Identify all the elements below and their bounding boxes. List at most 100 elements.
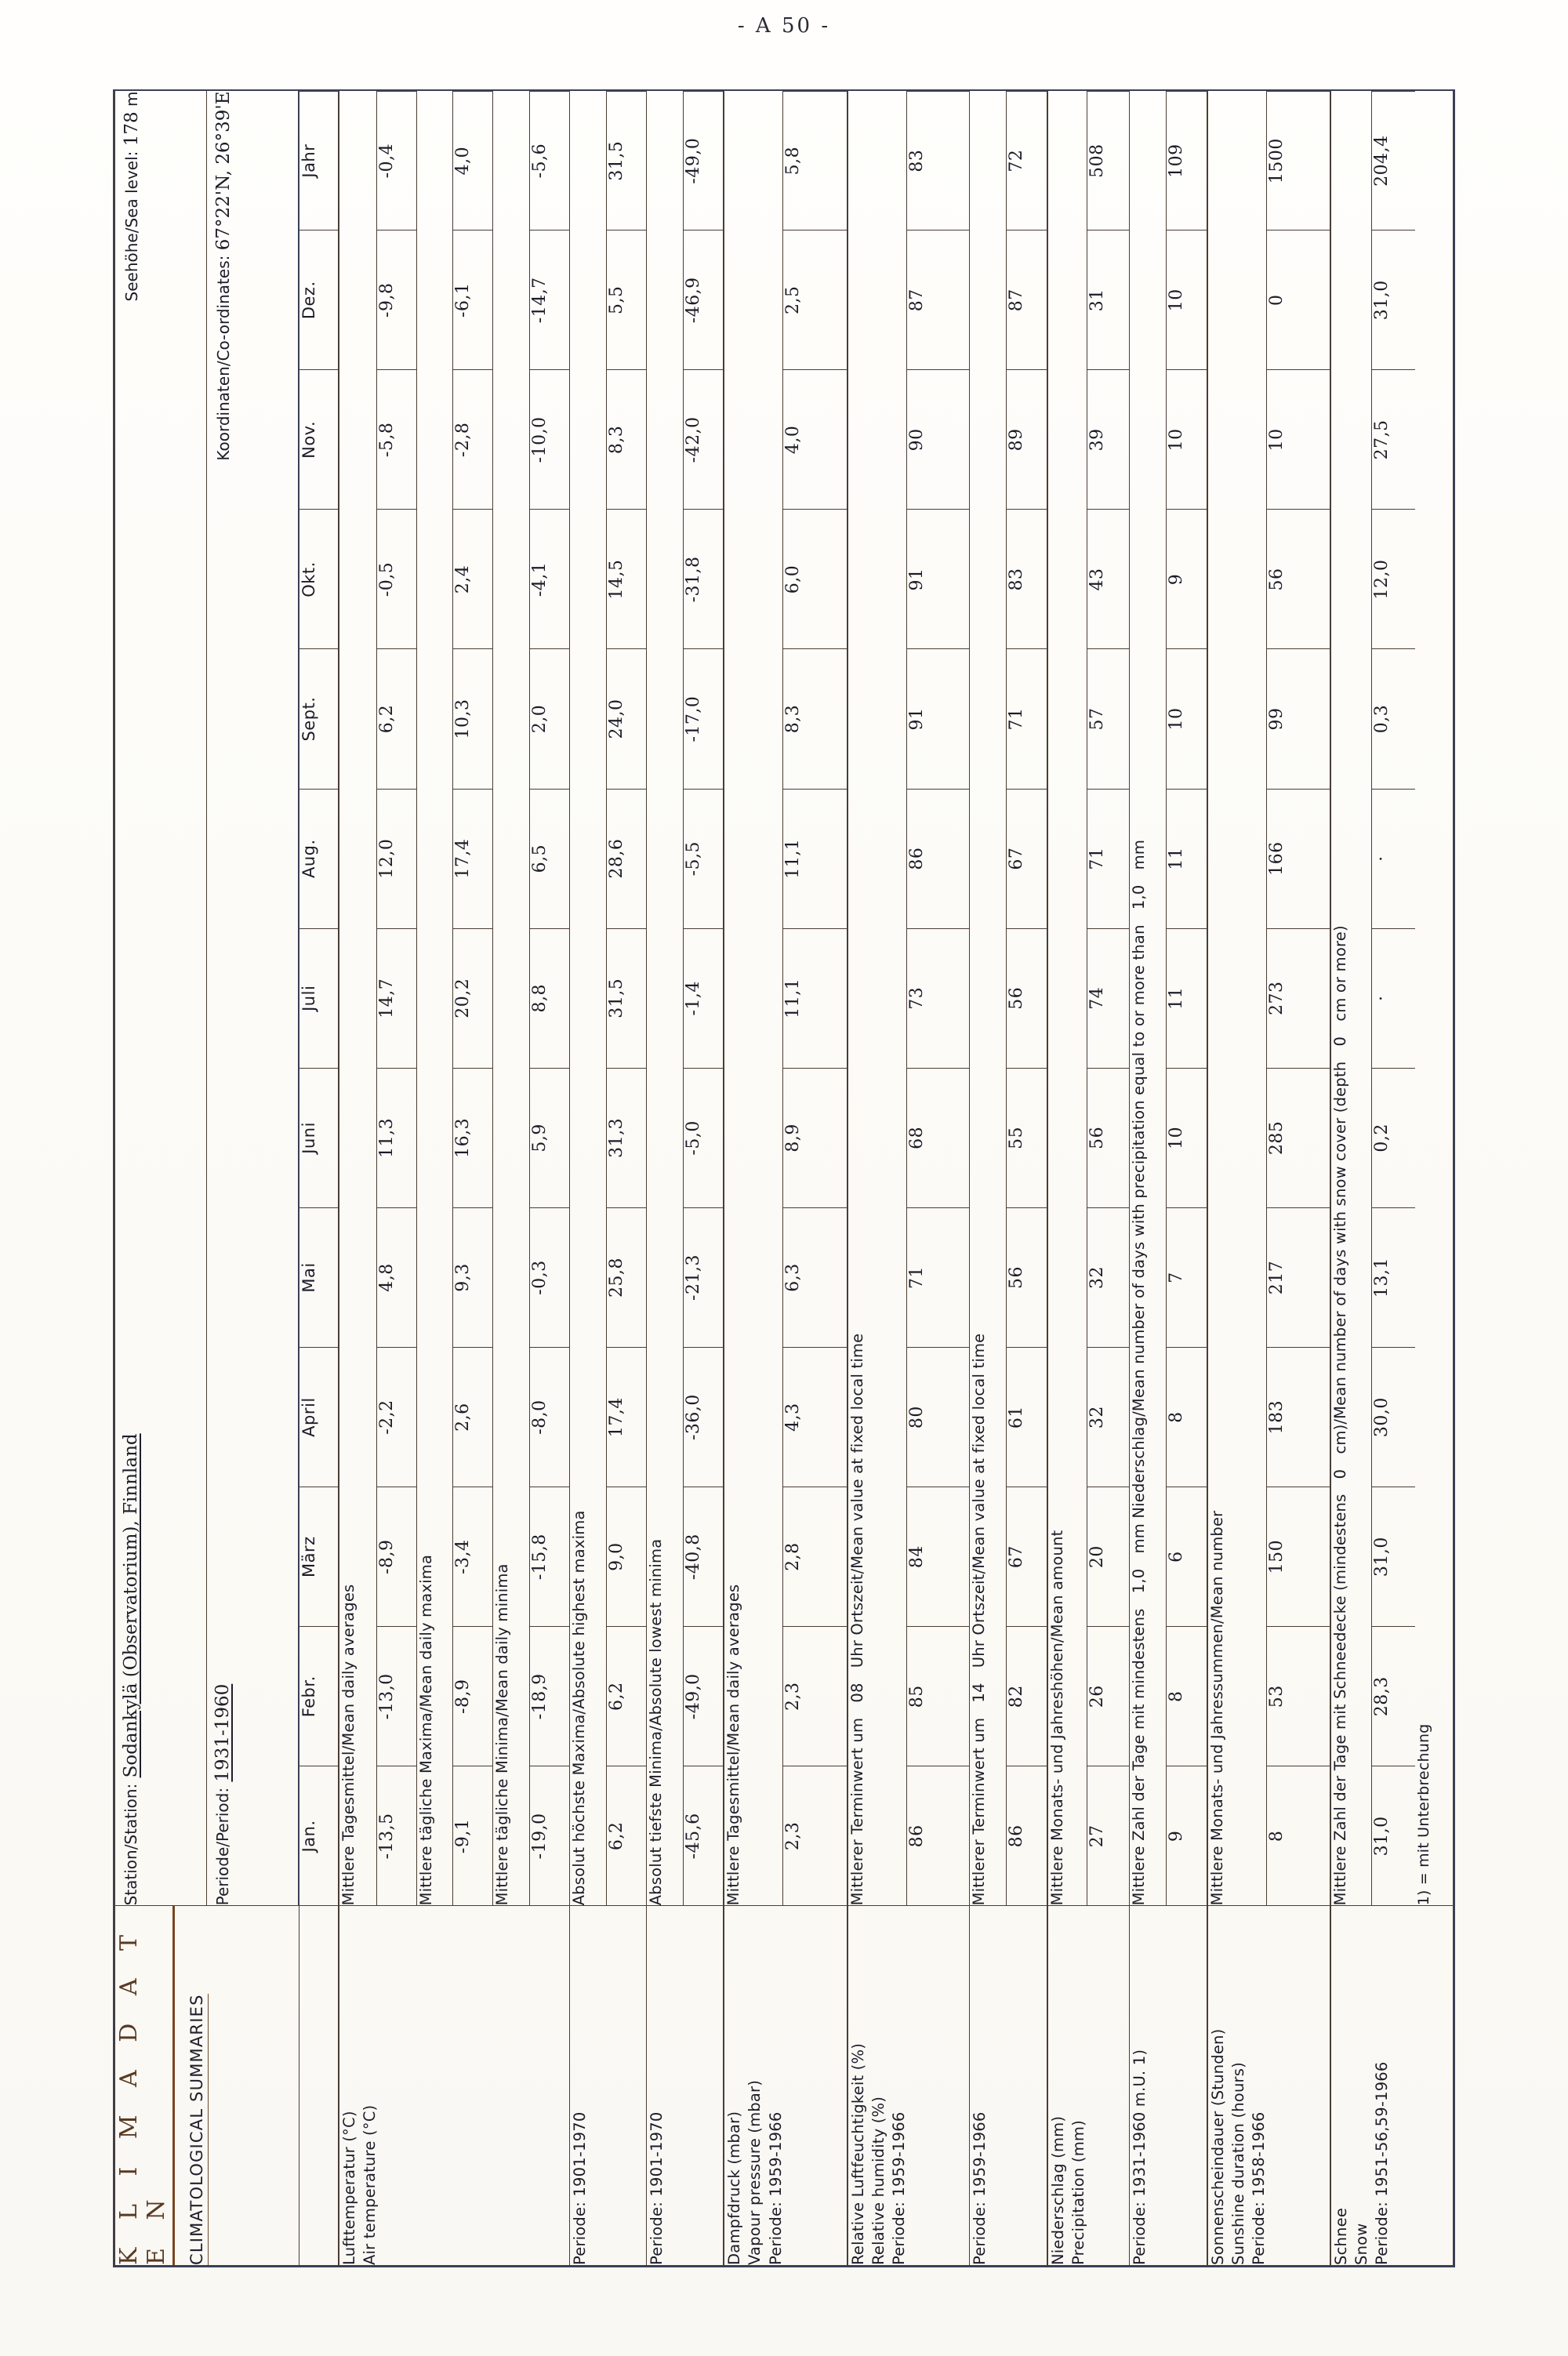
cell: 91: [906, 648, 970, 789]
cell: 9,0: [606, 1487, 647, 1627]
subhead-humidity-14: Mittlerer Terminwert um 14 Uhr Ortszeit/…: [969, 91, 1007, 1906]
cell: 83: [1006, 509, 1047, 649]
cell: 7: [1166, 1207, 1207, 1348]
cell: 31,3: [606, 1067, 647, 1207]
cell: 24,0: [606, 648, 647, 789]
row-label-air-temperature: Lufttemperatur (°C) Air temperature (°C): [339, 1905, 570, 2265]
cell: 31,0: [1371, 230, 1415, 370]
cell: 109: [1166, 91, 1207, 231]
cell: 71: [1087, 788, 1130, 928]
cell: -15,8: [529, 1487, 570, 1627]
climate-data-table: K L I M A D A T E N CLIMATOLOGICAL SUMMA…: [114, 91, 1454, 2266]
cell: 8: [1166, 1626, 1207, 1766]
subhead-post: cm)/Mean number of days with snow cover …: [1330, 1061, 1349, 1454]
cell: -5,5: [683, 788, 724, 928]
cell: -0,4: [376, 91, 416, 231]
cell: 99: [1266, 648, 1330, 789]
corner-cell: [299, 1905, 339, 2265]
cell: 31,0: [1371, 1487, 1415, 1627]
cell: 217: [1266, 1207, 1330, 1348]
cell: 53: [1266, 1626, 1330, 1766]
subhead-pre: Mittlere Zahl der Tage mit mindestens: [1130, 1607, 1149, 1905]
cell: 86: [1006, 1766, 1047, 1906]
cell: 68: [906, 1067, 970, 1207]
cell: 17,4: [606, 1347, 647, 1487]
title-cell: K L I M A D A T E N CLIMATOLOGICAL SUMMA…: [114, 1905, 299, 2265]
cell: 6: [1166, 1487, 1207, 1627]
cell: 0: [1266, 230, 1330, 370]
cell: 204,4: [1371, 91, 1415, 231]
cell: -5,8: [376, 369, 416, 510]
col-header-mar: März: [299, 1487, 339, 1627]
col-header-aug: Aug.: [299, 788, 339, 928]
col-header-jun: Juni: [299, 1067, 339, 1207]
cell: -6,1: [452, 230, 493, 370]
cell: 8,8: [529, 928, 570, 1068]
cell: 2,3: [782, 1766, 848, 1906]
row-label-period-1931-1960-precip-days: Periode: 1931-1960 m.U. 1): [1129, 1905, 1207, 2265]
subhead-time: 14: [970, 1682, 989, 1703]
cell: 4,3: [782, 1347, 848, 1487]
col-header-may: Mai: [299, 1207, 339, 1348]
cell: 26: [1087, 1626, 1130, 1766]
sea-level-value: 178: [122, 111, 142, 146]
cell: -31,8: [683, 509, 724, 649]
cell: 16,3: [452, 1067, 493, 1207]
subhead-pre: Mittlere Zahl der Tage mit Schneedecke (…: [1330, 1494, 1349, 1905]
cell: -21,3: [683, 1207, 724, 1348]
subhead-precip-mean-amount: Mittlere Monats- und Jahreshöhen/Mean am…: [1047, 91, 1087, 1906]
cell: 87: [1006, 230, 1047, 370]
cell: 31,5: [606, 928, 647, 1068]
cell: 508: [1087, 91, 1130, 231]
cell: -2,8: [452, 369, 493, 510]
row-label-precipitation: Niederschlag (mm) Precipitation (mm): [1047, 1905, 1130, 2265]
cell: -19,0: [529, 1766, 570, 1906]
cell: 10: [1166, 648, 1207, 789]
cell: 6,2: [606, 1766, 647, 1906]
cell: 166: [1266, 788, 1330, 928]
cell: 39: [1087, 369, 1130, 510]
cell: 8,3: [782, 648, 848, 789]
cell: -1,4: [683, 928, 724, 1068]
cell: 8,9: [782, 1067, 848, 1207]
sea-level-label: Seehöhe/Sea level:: [122, 151, 141, 301]
cell: 9,3: [452, 1207, 493, 1348]
subhead-mean-daily-averages: Mittlere Tagesmittel/Mean daily averages: [339, 91, 377, 1906]
cell: 10: [1166, 230, 1207, 370]
cell: ·: [1371, 788, 1415, 928]
row-label-snow: Schnee Snow Periode: 1951-56,59-1966: [1330, 1905, 1454, 2265]
cell: 4,8: [376, 1207, 416, 1348]
cell: -5,6: [529, 91, 570, 231]
cell: -42,0: [683, 369, 724, 510]
period-value: 1931-1960: [212, 1683, 233, 1782]
cell: 2,8: [782, 1487, 848, 1627]
cell: -13,0: [376, 1626, 416, 1766]
subhead-threshold: 1,0: [1130, 1568, 1149, 1593]
cell: 86: [906, 788, 970, 928]
col-header-feb: Febr.: [299, 1626, 339, 1766]
cell: 71: [906, 1207, 970, 1348]
cell: -36,0: [683, 1347, 724, 1487]
cell: 86: [906, 1766, 970, 1906]
cell: 61: [1006, 1347, 1047, 1487]
cell: 31,0: [1371, 1766, 1415, 1906]
col-header-nov: Nov.: [299, 369, 339, 510]
coordinates-label: Koordinaten/Co-ordinates:: [213, 255, 233, 461]
cell: 13,1: [1371, 1207, 1415, 1348]
cell: -0,3: [529, 1207, 570, 1348]
cell: 6,3: [782, 1207, 848, 1348]
cell: ·: [1371, 928, 1415, 1068]
cell: 6,2: [606, 1626, 647, 1766]
coordinates-cell: Koordinaten/Co-ordinates: 67°22'N, 26°39…: [206, 91, 299, 789]
cell: 32: [1087, 1347, 1130, 1487]
cell: 67: [1006, 1487, 1047, 1627]
cell: -49,0: [683, 91, 724, 231]
cell: 11: [1166, 788, 1207, 928]
cell: 27,5: [1371, 369, 1415, 510]
col-header-dec: Dez.: [299, 230, 339, 370]
landscape-sheet: K L I M A D A T E N CLIMATOLOGICAL SUMMA…: [94, 69, 1474, 2288]
cell: -17,0: [683, 648, 724, 789]
subhead-humidity-08: Mittlerer Terminwert um 08 Uhr Ortszeit/…: [847, 91, 907, 1906]
section-absolute-minima: Periode: 1901-1970 Absolut tiefste Minim…: [646, 91, 724, 2265]
subhead-vapour-mean-daily-averages: Mittlere Tagesmittel/Mean daily averages: [724, 91, 783, 1906]
